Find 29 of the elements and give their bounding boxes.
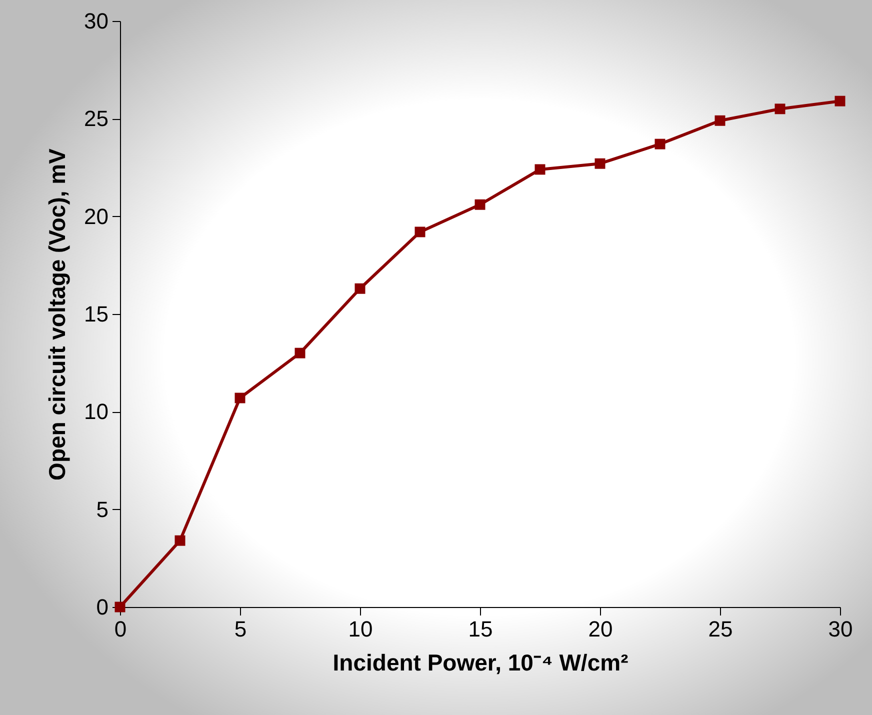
point bbox=[114, 602, 126, 612]
point bbox=[414, 226, 426, 238]
y-tick-label: 30 bbox=[84, 8, 108, 34]
x-tick-label: 30 bbox=[828, 616, 853, 642]
point bbox=[714, 115, 726, 126]
x-axis-title: Incident Power, 10⁻⁴ W/cm² bbox=[332, 650, 629, 676]
point bbox=[294, 348, 306, 358]
point bbox=[654, 138, 666, 150]
point bbox=[774, 104, 786, 114]
y-tick-label: 25 bbox=[84, 106, 108, 132]
x-tick-label: 25 bbox=[708, 616, 733, 642]
y-tick-label: 0 bbox=[96, 594, 108, 620]
point bbox=[594, 158, 606, 169]
x-tick-label: 20 bbox=[588, 616, 613, 642]
point bbox=[534, 164, 546, 175]
point bbox=[354, 283, 366, 294]
y-tick-label: 20 bbox=[84, 204, 108, 229]
x-tick-label: 0 bbox=[114, 616, 127, 642]
y-tick-label: 5 bbox=[96, 496, 108, 522]
y-tick-label: 10 bbox=[84, 399, 108, 424]
point bbox=[474, 199, 486, 210]
y-axis-title: Open circuit voltage (Voc), mV bbox=[44, 148, 70, 480]
x-tick-label: 5 bbox=[234, 616, 247, 642]
point bbox=[834, 96, 846, 106]
y-tick-label: 15 bbox=[84, 302, 108, 326]
point bbox=[174, 535, 186, 546]
point bbox=[234, 392, 246, 404]
x-tick-label: 10 bbox=[348, 616, 373, 642]
x-tick-label: 15 bbox=[468, 616, 493, 642]
